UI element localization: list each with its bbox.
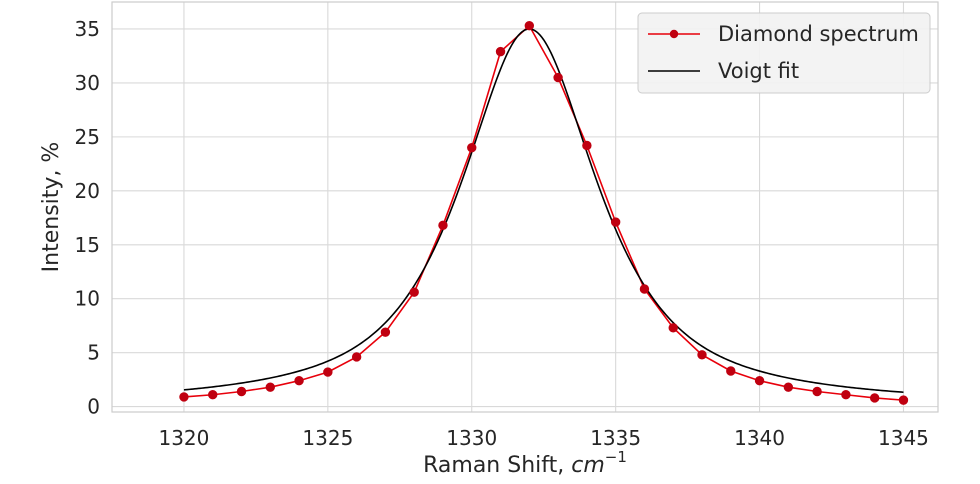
spectrum-point: [236, 386, 247, 397]
spectrum-point: [812, 386, 822, 397]
spectrum-point: [495, 46, 506, 57]
spectrum-point: [869, 393, 880, 403]
spectrum-point: [668, 323, 678, 333]
spectrum-point: [754, 376, 765, 386]
spectrum-point: [841, 390, 851, 400]
voigt-fit-line: [183, 28, 904, 394]
x-tick-label: 1325: [302, 426, 353, 450]
legend: Diamond spectrum Voigt fit: [637, 12, 931, 94]
spectrum-point: [179, 392, 189, 402]
y-tick-label: 35: [75, 17, 100, 41]
legend-box: [637, 12, 931, 94]
y-tick-label: 5: [87, 341, 100, 365]
legend-item: Voigt fit: [648, 59, 799, 83]
x-tick-label: 1335: [590, 426, 641, 450]
x-tick-label: 1330: [446, 426, 497, 450]
spectrum-point: [438, 220, 448, 231]
spectrum-point: [783, 382, 794, 392]
series-layer: [179, 21, 909, 405]
y-tick-label: 10: [75, 287, 100, 311]
spectrum-point: [208, 390, 218, 400]
spectrum-point: [697, 350, 707, 360]
spectrum-point: [294, 376, 304, 386]
x-tick-label: 1345: [878, 426, 929, 450]
spectrum-point: [726, 366, 736, 376]
y-tick-label: 20: [75, 179, 100, 203]
y-tick-label: 25: [75, 125, 100, 149]
x-axis-label: Raman Shift, cm−1: [423, 448, 627, 478]
spectrum-point: [351, 352, 362, 362]
spectrum-point: [323, 367, 333, 377]
spectrum-line: [183, 24, 904, 401]
spectrum-point: [380, 327, 391, 337]
spectrum-point: [582, 140, 592, 151]
legend-label: Voigt fit: [718, 59, 799, 83]
legend-marker: [669, 29, 679, 39]
legend-item: Diamond spectrum: [648, 22, 919, 46]
spectrum-point: [265, 382, 275, 392]
y-tick-label: 30: [75, 71, 100, 95]
legend-label: Diamond spectrum: [718, 22, 919, 46]
spectrum-point: [898, 395, 909, 405]
spectrum-point: [467, 142, 477, 153]
x-tick-label: 1320: [158, 426, 209, 450]
spectrum-point: [524, 21, 535, 31]
tick-labels: 1320 1325 1330 1335 1340 1345 0 5 10 15 20 25 30 35: [75, 17, 929, 450]
y-tick-label: 0: [87, 395, 100, 419]
spectrum-point: [610, 217, 621, 227]
spectrum-point: [409, 287, 419, 297]
plot-frame: [111, 1, 939, 413]
spectrum-point: [639, 284, 650, 294]
y-axis-label: Intensity, %: [39, 142, 64, 273]
spectrum-point: [553, 72, 563, 83]
y-tick-label: 15: [75, 233, 100, 257]
x-tick-label: 1340: [734, 426, 785, 450]
